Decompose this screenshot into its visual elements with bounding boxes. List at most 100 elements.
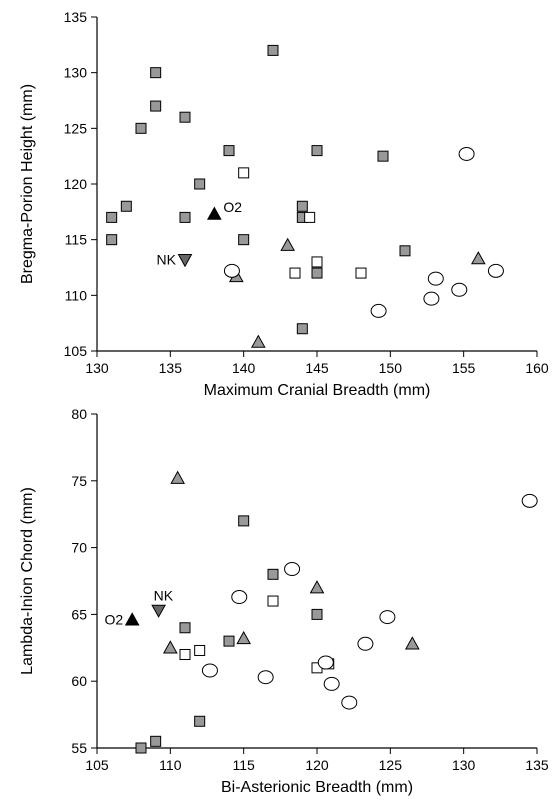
data-point-triangle-up	[470, 251, 486, 265]
data-point-square	[106, 234, 118, 246]
data-point-square	[194, 715, 206, 727]
y-tick-label: 65	[71, 606, 87, 622]
data-point-square	[150, 100, 162, 112]
data-point-triangle-up	[170, 470, 186, 484]
data-point-square	[150, 735, 162, 747]
specimen-marker-nk	[151, 604, 166, 618]
data-point-square	[355, 267, 367, 279]
data-point-square	[135, 742, 147, 754]
x-tick-label: 130	[452, 757, 476, 773]
x-tick-label: 155	[452, 360, 476, 376]
data-point-circle	[201, 663, 218, 678]
x-tick-label: 130	[85, 360, 109, 376]
data-point-square	[311, 145, 323, 157]
data-point-triangle-up	[309, 580, 325, 594]
data-point-circle	[423, 291, 440, 306]
data-point-circle	[223, 263, 240, 278]
x-tick-label: 135	[525, 757, 549, 773]
data-point-square	[311, 267, 323, 279]
data-point-square	[150, 67, 162, 79]
data-point-triangle-up	[280, 237, 296, 251]
data-point-square	[179, 111, 191, 123]
y-tick-label: 120	[64, 176, 88, 192]
specimen-label-nk: NK	[157, 252, 177, 268]
data-point-square	[106, 211, 118, 223]
x-tick-label: 160	[525, 360, 549, 376]
data-point-square	[267, 44, 279, 56]
data-point-circle	[487, 263, 504, 278]
x-axis-title: Bi-Asterionic Breadth (mm)	[221, 779, 413, 796]
top-scatter-panel: 130 135 140 145 150 155 160 105 110 115 120 125 130 1…	[19, 9, 549, 399]
y-tick-label: 110	[65, 287, 88, 303]
data-point-circle	[284, 561, 301, 576]
data-point-square	[267, 568, 279, 580]
data-point-square	[399, 245, 411, 257]
data-point-circle	[451, 282, 468, 297]
y-tick-label: 55	[71, 740, 87, 756]
data-point-square	[311, 256, 323, 268]
y-tick-label: 115	[65, 232, 88, 248]
data-point-square	[238, 234, 250, 246]
x-axis-title: Maximum Cranial Breadth (mm)	[204, 382, 431, 399]
data-point-square	[304, 211, 316, 223]
data-point-circle	[231, 590, 248, 605]
x-tick-label: 125	[379, 757, 403, 773]
specimen-marker-o2	[206, 206, 222, 220]
data-point-square	[179, 648, 191, 660]
y-tick-label: 135	[64, 9, 88, 25]
x-tick-label: 135	[159, 360, 183, 376]
data-point-circle	[323, 676, 340, 691]
x-tick-label: 115	[233, 757, 256, 773]
y-tick-label: 80	[71, 406, 87, 422]
specimen-label-o2: O2	[223, 199, 242, 215]
y-tick-label: 125	[64, 120, 88, 136]
data-point-square	[194, 644, 206, 656]
specimen-marker-nk	[177, 254, 193, 268]
specimen-label-o2: O2	[105, 612, 124, 628]
data-point-square	[311, 608, 323, 620]
data-point-square	[135, 122, 147, 134]
data-point-circle	[257, 670, 274, 685]
data-point-square	[223, 635, 235, 647]
bottom-scatter-panel: 105 110 115 120 125 130 135 55 60 65 70 75 80 Bi-Aste…	[19, 406, 549, 796]
data-point-square	[377, 150, 389, 162]
x-tick-label: 105	[85, 757, 109, 773]
x-tick-label: 140	[232, 360, 256, 376]
y-tick-label: 105	[64, 343, 88, 359]
data-point-square	[296, 323, 308, 335]
data-point-triangle-up	[404, 636, 420, 650]
data-point-square	[179, 622, 191, 634]
x-tick-label: 110	[159, 757, 182, 773]
data-point-circle	[341, 695, 358, 710]
data-point-square	[296, 200, 308, 212]
data-point-circle	[317, 655, 334, 670]
data-point-square	[194, 178, 206, 190]
x-tick-label: 150	[379, 360, 403, 376]
data-point-circle	[379, 610, 396, 625]
data-point-square	[238, 515, 250, 527]
y-tick-label: 130	[64, 65, 88, 81]
y-tick-label: 75	[71, 473, 87, 489]
specimen-label-nk: NK	[154, 587, 174, 603]
data-point-triangle-up	[162, 640, 178, 654]
y-tick-label: 70	[71, 540, 87, 556]
data-point-circle	[427, 271, 444, 286]
specimen-marker-o2	[124, 612, 140, 626]
x-tick-label: 145	[305, 360, 329, 376]
y-axis-title: Lambda-Inion Chord (mm)	[19, 487, 36, 675]
x-tick-label: 120	[305, 757, 329, 773]
data-point-circle	[521, 493, 538, 508]
data-point-square	[120, 200, 132, 212]
data-point-square	[238, 167, 250, 179]
y-tick-label: 60	[71, 673, 87, 689]
data-point-circle	[370, 303, 387, 318]
data-point-triangle-up	[250, 334, 266, 348]
data-point-triangle-up	[236, 630, 252, 645]
data-point-square	[289, 267, 301, 279]
data-point-circle	[357, 636, 374, 651]
data-point-square	[267, 595, 279, 607]
y-axis-title: Bregma-Porion Height (mm)	[19, 84, 36, 284]
data-point-square	[223, 145, 235, 157]
data-point-square	[179, 211, 191, 223]
